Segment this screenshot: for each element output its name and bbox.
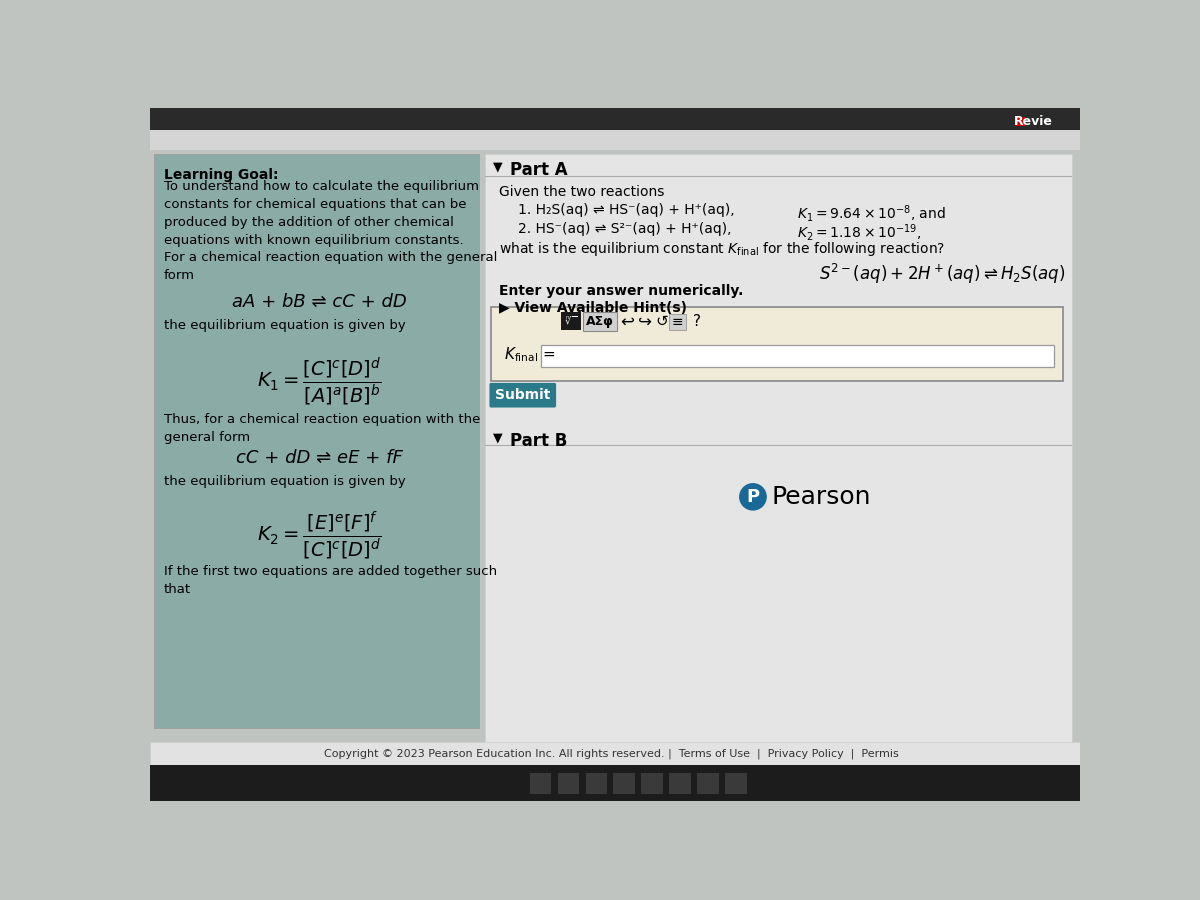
Text: AΣφ: AΣφ <box>587 315 614 328</box>
FancyBboxPatch shape <box>641 772 664 794</box>
Text: If the first two equations are added together such
that: If the first two equations are added tog… <box>164 564 497 596</box>
Text: Enter your answer numerically.: Enter your answer numerically. <box>499 284 743 298</box>
FancyBboxPatch shape <box>485 154 1073 762</box>
Text: the equilibrium equation is given by: the equilibrium equation is given by <box>164 474 406 488</box>
Text: cC + dD ⇌ eE + fF: cC + dD ⇌ eE + fF <box>235 449 402 467</box>
Text: $S^{2-}(aq) + 2H^+(aq) \rightleftharpoons H_2S(aq)$: $S^{2-}(aq) + 2H^+(aq) \rightleftharpoon… <box>820 262 1066 286</box>
Text: ?: ? <box>694 314 701 328</box>
FancyBboxPatch shape <box>670 772 691 794</box>
Text: ≡: ≡ <box>672 315 684 329</box>
Text: To understand how to calculate the equilibrium
constants for chemical equations : To understand how to calculate the equil… <box>164 180 479 248</box>
FancyBboxPatch shape <box>586 772 607 794</box>
FancyBboxPatch shape <box>558 772 580 794</box>
FancyBboxPatch shape <box>670 314 686 329</box>
Text: Copyright © 2023 Pearson Education Inc. All rights reserved. |  Terms of Use  | : Copyright © 2023 Pearson Education Inc. … <box>324 748 899 759</box>
Text: Thus, for a chemical reaction equation with the
general form: Thus, for a chemical reaction equation w… <box>164 413 480 444</box>
Text: 2. HS⁻(aq) ⇌ S²⁻(aq) + H⁺(aq),: 2. HS⁻(aq) ⇌ S²⁻(aq) + H⁺(aq), <box>518 222 732 236</box>
Circle shape <box>739 484 766 510</box>
FancyBboxPatch shape <box>154 154 479 728</box>
Text: Given the two reactions: Given the two reactions <box>499 185 664 199</box>
Text: $K_1 = 9.64\times10^{-8}$, and: $K_1 = 9.64\times10^{-8}$, and <box>797 203 946 224</box>
Text: what is the equilibrium constant $K_{\mathrm{final}}$ for the following reaction: what is the equilibrium constant $K_{\ma… <box>499 240 944 258</box>
FancyBboxPatch shape <box>541 346 1054 366</box>
FancyBboxPatch shape <box>697 772 719 794</box>
Text: For a chemical reaction equation with the general
form: For a chemical reaction equation with th… <box>164 251 497 283</box>
Text: 1. H₂S(aq) ⇌ HS⁻(aq) + H⁺(aq),: 1. H₂S(aq) ⇌ HS⁻(aq) + H⁺(aq), <box>518 203 734 218</box>
FancyBboxPatch shape <box>150 108 1080 131</box>
Text: $K_2 = 1.18\times10^{-19}$,: $K_2 = 1.18\times10^{-19}$, <box>797 222 922 243</box>
FancyBboxPatch shape <box>529 772 552 794</box>
Text: Part B: Part B <box>510 432 566 450</box>
FancyBboxPatch shape <box>725 772 746 794</box>
Text: ↩: ↩ <box>620 312 635 330</box>
Text: the equilibrium equation is given by: the equilibrium equation is given by <box>164 319 406 332</box>
FancyBboxPatch shape <box>150 742 1080 765</box>
Text: ↪: ↪ <box>637 312 652 330</box>
Text: $\sqrt[n]{\,}$: $\sqrt[n]{\,}$ <box>565 314 577 327</box>
Text: ▼: ▼ <box>492 160 502 174</box>
Text: Submit: Submit <box>496 388 551 402</box>
Text: P: P <box>746 488 760 506</box>
FancyBboxPatch shape <box>491 307 1063 382</box>
FancyBboxPatch shape <box>613 772 635 794</box>
Text: ▼: ▼ <box>492 431 502 445</box>
Text: $K_2 = \dfrac{[E]^e[F]^f}{[C]^c[D]^d}$: $K_2 = \dfrac{[E]^e[F]^f}{[C]^c[D]^d}$ <box>257 510 382 562</box>
Text: $K_{\mathrm{final}}$ =: $K_{\mathrm{final}}$ = <box>504 345 556 364</box>
Text: Learning Goal:: Learning Goal: <box>164 168 278 182</box>
FancyBboxPatch shape <box>560 312 581 329</box>
Text: Revie: Revie <box>1014 114 1052 128</box>
FancyBboxPatch shape <box>490 382 556 408</box>
Text: Pearson: Pearson <box>772 485 871 508</box>
Text: Part A: Part A <box>510 161 568 179</box>
FancyBboxPatch shape <box>150 130 1080 150</box>
Text: aA + bB ⇌ cC + dD: aA + bB ⇌ cC + dD <box>232 292 407 310</box>
Text: ↺: ↺ <box>655 314 668 328</box>
Text: $K_1 = \dfrac{[C]^c[D]^d}{[A]^a[B]^b}$: $K_1 = \dfrac{[C]^c[D]^d}{[A]^a[B]^b}$ <box>257 356 382 409</box>
FancyBboxPatch shape <box>583 312 617 330</box>
FancyBboxPatch shape <box>150 765 1080 801</box>
FancyBboxPatch shape <box>1016 117 1026 127</box>
Text: ▶ View Available Hint(s): ▶ View Available Hint(s) <box>499 301 686 314</box>
